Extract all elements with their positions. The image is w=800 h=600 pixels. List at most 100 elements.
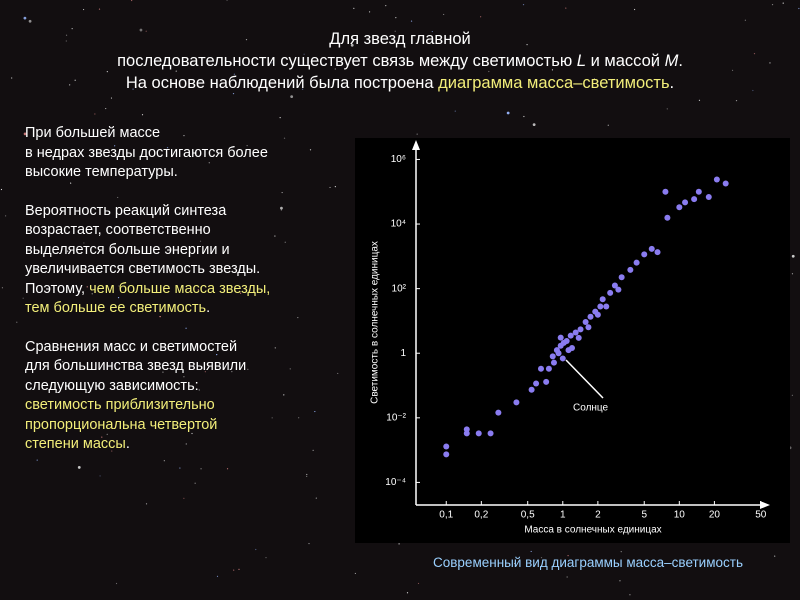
text-segment: последовательности существует связь межд… xyxy=(117,52,577,70)
text-segment: увеличивается светимость звезды. xyxy=(25,261,261,277)
data-point xyxy=(662,188,669,195)
star xyxy=(197,289,199,291)
star xyxy=(69,84,71,86)
star xyxy=(70,182,72,184)
star xyxy=(99,475,101,477)
data-point xyxy=(585,324,592,331)
data-point xyxy=(654,249,661,256)
data-point xyxy=(722,180,729,187)
star xyxy=(74,79,76,81)
star xyxy=(194,482,196,484)
text-line: увеличивается светимость звезды. xyxy=(25,260,270,280)
star xyxy=(115,582,118,585)
data-point xyxy=(597,303,604,310)
star xyxy=(47,444,50,446)
star xyxy=(208,162,210,164)
star xyxy=(385,5,387,7)
data-point xyxy=(513,399,520,406)
star xyxy=(530,63,533,67)
star xyxy=(246,145,248,147)
star xyxy=(782,2,784,4)
star xyxy=(238,568,240,570)
star xyxy=(769,62,771,64)
star xyxy=(771,4,774,6)
star xyxy=(480,16,482,18)
data-point xyxy=(664,214,671,221)
text-segment: тем больше ее светимость xyxy=(25,300,207,316)
text-line: Поэтому, чем больше масса звезды, xyxy=(25,280,270,300)
star xyxy=(240,292,242,294)
star xyxy=(150,388,153,390)
star xyxy=(312,449,314,451)
star xyxy=(530,550,532,553)
data-point xyxy=(537,365,544,372)
star xyxy=(67,250,69,252)
star xyxy=(233,569,235,571)
star xyxy=(410,20,413,22)
data-point xyxy=(567,332,574,339)
star xyxy=(309,149,312,151)
data-point xyxy=(463,426,470,433)
star xyxy=(334,186,336,188)
data-point xyxy=(543,378,550,385)
text-line: степени массы. xyxy=(25,435,270,455)
star xyxy=(298,417,300,419)
star xyxy=(303,53,305,55)
star xyxy=(255,548,257,551)
star xyxy=(91,293,93,295)
data-point xyxy=(599,296,606,303)
text-segment: . xyxy=(206,300,211,316)
star xyxy=(22,297,24,299)
text-line: тем больше ее светимость. xyxy=(25,299,270,319)
data-point xyxy=(557,334,564,341)
y-tick-label: 1 xyxy=(400,348,406,359)
star xyxy=(62,361,64,363)
title-line: Для звезд главной xyxy=(0,28,800,50)
data-point xyxy=(587,313,594,320)
star xyxy=(791,254,795,258)
paragraph: Вероятность реакций синтеза возрастает, с… xyxy=(25,202,270,319)
star xyxy=(86,286,88,288)
text-segment: . xyxy=(125,436,130,452)
star xyxy=(271,62,273,64)
star xyxy=(284,241,286,243)
text-segment: диаграмма масса–светимость xyxy=(438,74,670,92)
star xyxy=(1,287,4,289)
star xyxy=(198,389,200,391)
star xyxy=(281,191,283,194)
star xyxy=(139,28,143,32)
star xyxy=(314,410,316,413)
star xyxy=(514,562,516,565)
star xyxy=(271,417,273,419)
text-segment: Сравнения масс и светимостей xyxy=(25,338,238,355)
text-line: Вероятность реакций синтеза xyxy=(25,202,270,222)
data-point xyxy=(582,318,589,325)
star xyxy=(404,46,406,48)
star xyxy=(185,327,187,329)
data-point xyxy=(648,245,655,252)
star xyxy=(232,92,235,95)
text-segment: L xyxy=(576,52,586,70)
star xyxy=(216,353,218,356)
paragraph: При большей массе в недрах звезды достига… xyxy=(25,124,270,183)
slide-title: Для звезд главной последовательности суще… xyxy=(0,28,800,94)
star xyxy=(200,468,202,470)
data-point xyxy=(549,353,556,360)
star xyxy=(633,8,636,11)
title-line: На основе наблюдений была построена диаг… xyxy=(0,72,800,94)
star xyxy=(593,78,596,80)
data-point xyxy=(533,380,540,387)
star xyxy=(5,215,7,217)
star xyxy=(145,30,147,32)
data-point xyxy=(545,365,552,372)
star xyxy=(101,436,103,438)
star xyxy=(791,273,794,275)
star xyxy=(274,347,276,349)
star xyxy=(406,592,409,594)
text-line: выделяется больше энергии и xyxy=(25,241,270,261)
x-tick-label: 50 xyxy=(755,510,767,521)
text-segment: степени массы xyxy=(25,436,126,452)
data-point xyxy=(607,289,614,296)
data-point xyxy=(641,251,648,258)
